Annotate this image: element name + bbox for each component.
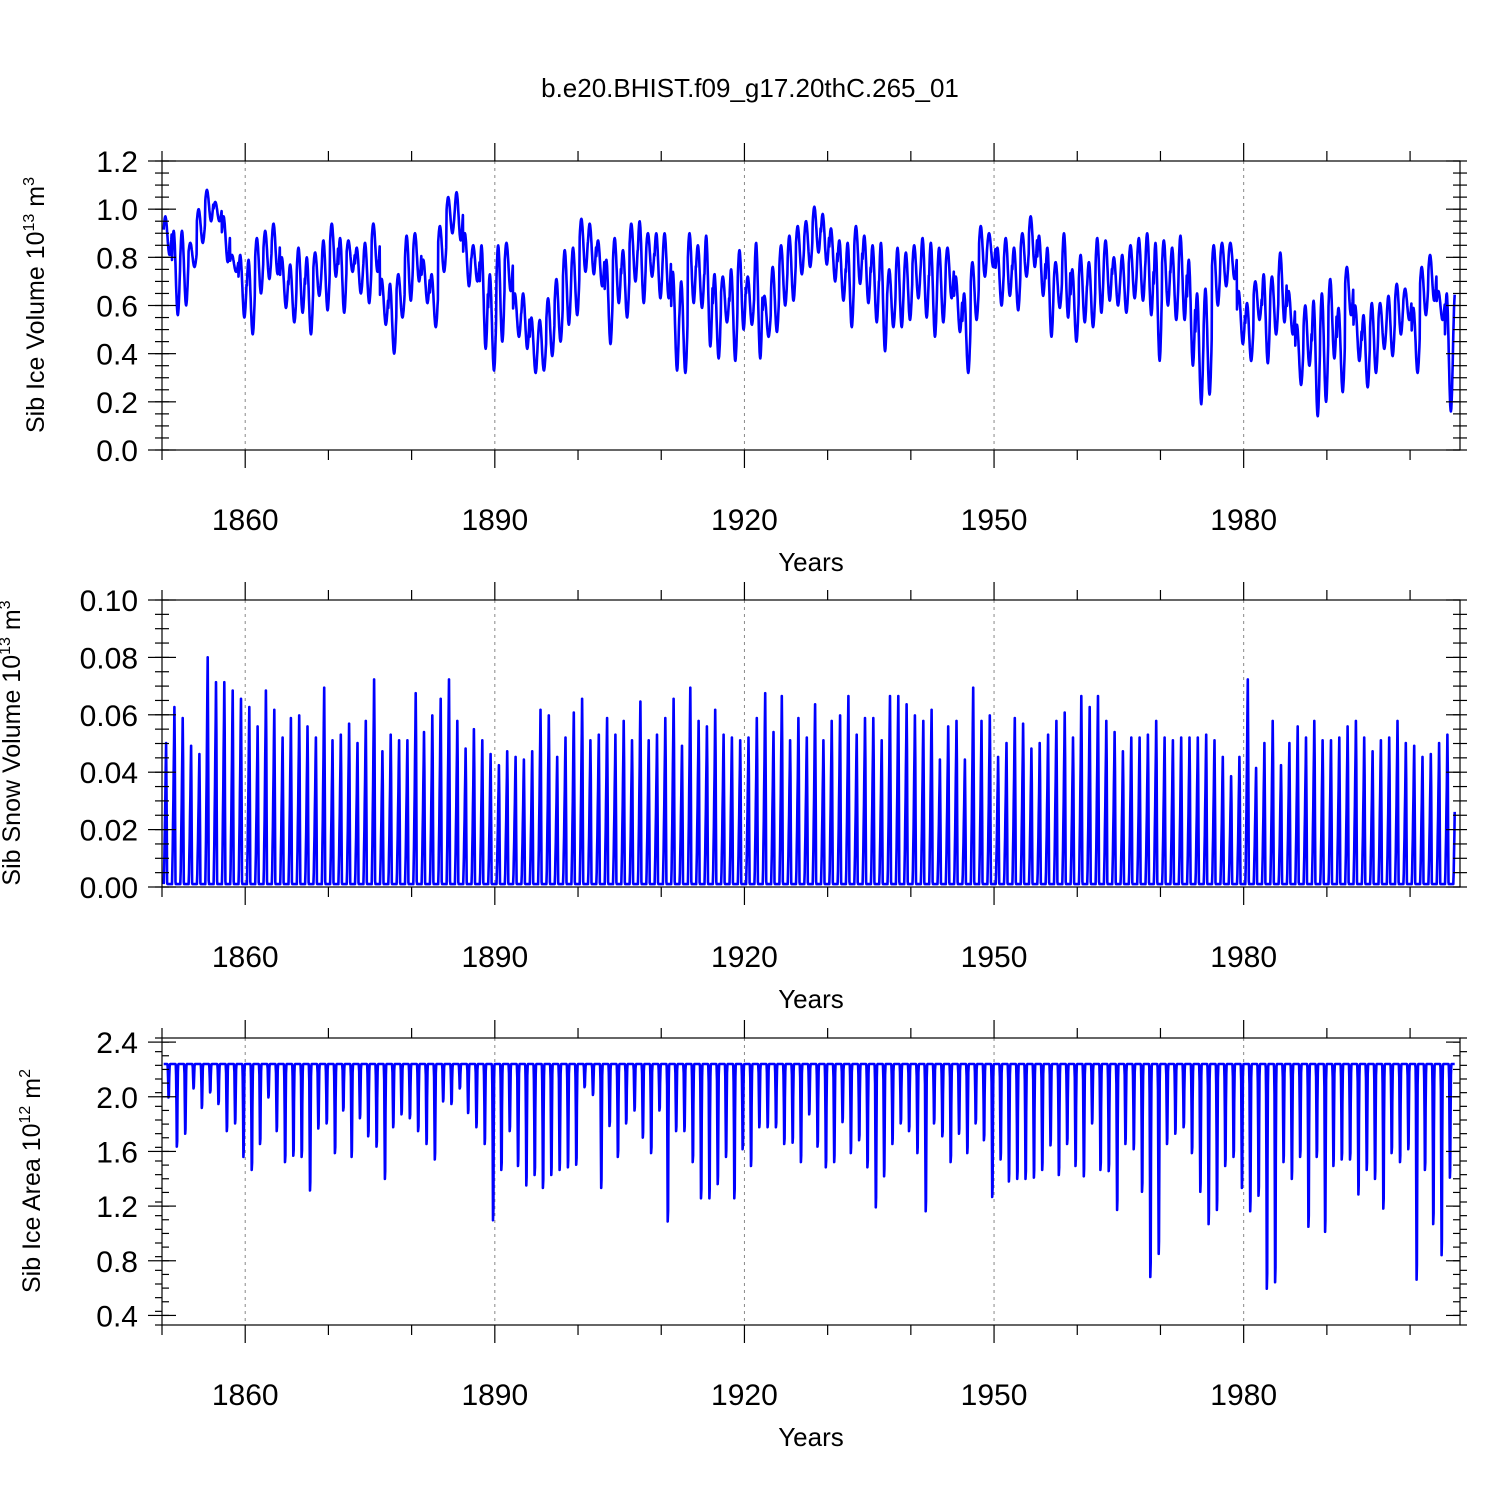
x-axis-label: Years [778, 1422, 844, 1452]
x-tick-label: 1950 [961, 1379, 1028, 1412]
y-tick-label: 2.4 [96, 1027, 138, 1060]
y-tick-label: 0.04 [80, 757, 138, 790]
x-tick-label: 1920 [711, 504, 778, 537]
panel-ice-area: 0.4 0.8 1.2 1.6 2.0 2.4 1860 1890 1920 1950 1980 Ye… [17, 1020, 1467, 1452]
y-tick-label: 0.0 [96, 435, 138, 468]
x-tick-label: 1860 [212, 504, 279, 537]
x-tick-label: 1890 [461, 1379, 528, 1412]
panel-snow-volume: 0.00 0.02 0.04 0.06 0.08 0.10 1860 1890 1920 1950… [0, 582, 1467, 1014]
x-axis-label: Years [778, 984, 844, 1014]
y-tick-label: 1.0 [96, 194, 138, 227]
x-axis-label: Years [778, 547, 844, 577]
y-tick-label: 1.2 [96, 1191, 138, 1224]
x-tick-label: 1860 [212, 941, 279, 974]
y-tick-label: 0.00 [80, 872, 138, 905]
y-tick-label: 0.8 [96, 1246, 138, 1279]
y-tick-label: 0.06 [80, 700, 138, 733]
x-tick-label: 1920 [711, 1379, 778, 1412]
y-tick-label: 1.2 [96, 146, 138, 179]
x-tick-label: 1920 [711, 941, 778, 974]
y-tick-label: 0.8 [96, 242, 138, 275]
x-tick-label: 1980 [1210, 941, 1277, 974]
x-tick-label: 1980 [1210, 504, 1277, 537]
y-tick-label: 0.02 [80, 815, 138, 848]
y-axis-label: Sib Ice Area 1012 m2 [17, 1069, 46, 1293]
x-tick-label: 1860 [212, 1379, 279, 1412]
x-tick-label: 1950 [961, 504, 1028, 537]
y-axis-label: Sib Snow Volume 1013 m3 [0, 600, 26, 885]
y-tick-label: 0.4 [96, 1300, 138, 1333]
x-tick-label: 1980 [1210, 1379, 1277, 1412]
y-tick-label: 0.4 [96, 339, 138, 372]
y-tick-label: 0.08 [80, 642, 138, 675]
series-line-snow-volume [162, 655, 1456, 886]
panels: 0.0 0.2 0.4 0.6 0.8 1.0 1.2 1860 1890 1920 1950 198… [0, 143, 1467, 1452]
series-line-ice-volume [162, 188, 1456, 418]
plot-frame [161, 1037, 1461, 1326]
y-tick-label: 0.2 [96, 387, 138, 420]
x-tick-label: 1890 [461, 504, 528, 537]
y-axis-label: Sib Ice Volume 1013 m3 [21, 177, 50, 433]
y-tick-label: 0.6 [96, 291, 138, 324]
figure-title: b.e20.BHIST.f09_g17.20thC.265_01 [541, 73, 959, 103]
series-line-ice-area [162, 1062, 1456, 1290]
y-tick-label: 1.6 [96, 1136, 138, 1169]
panel-ice-volume: 0.0 0.2 0.4 0.6 0.8 1.0 1.2 1860 1890 1920 1950 198… [21, 143, 1467, 577]
x-tick-label: 1950 [961, 941, 1028, 974]
x-tick-label: 1890 [461, 941, 528, 974]
y-tick-label: 2.0 [96, 1082, 138, 1115]
y-tick-label: 0.10 [80, 585, 138, 618]
